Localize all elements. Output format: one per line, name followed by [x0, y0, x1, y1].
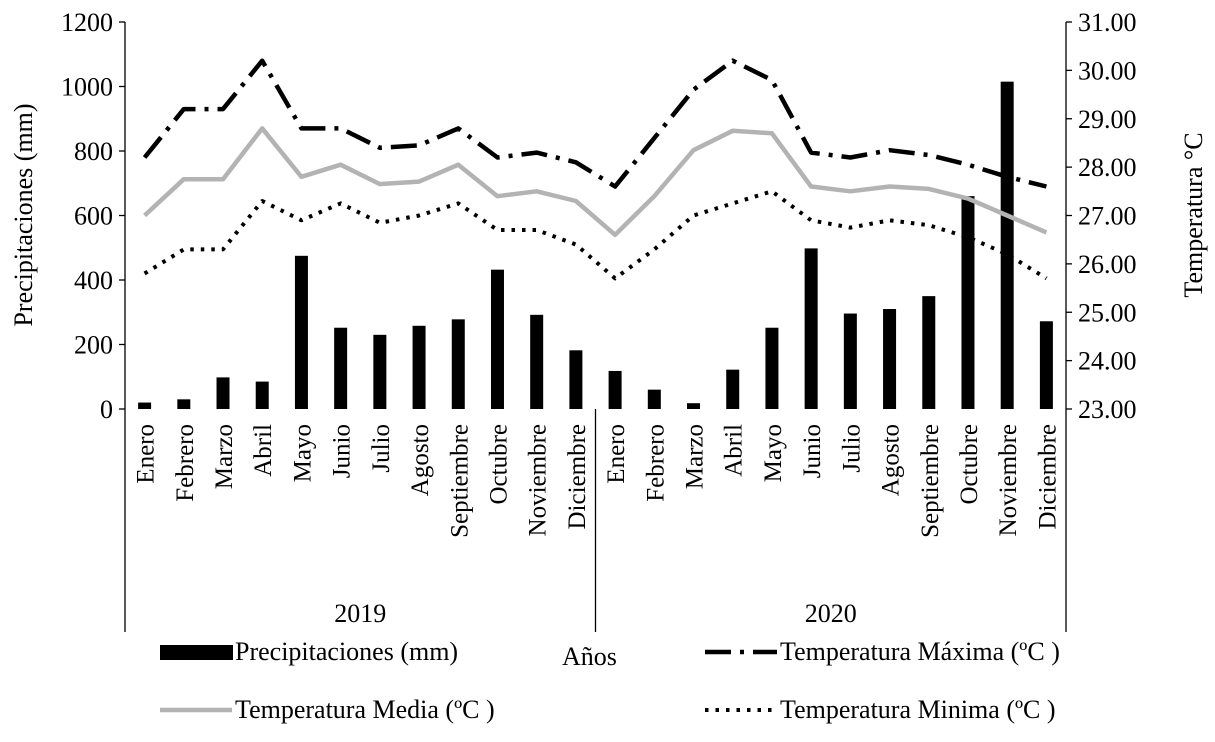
legend: Precipitaciones (mm) Temperatura Máxima (…: [160, 637, 1060, 724]
month-label: Noviembre: [525, 424, 552, 536]
month-label: Octubre: [956, 424, 983, 505]
precipitation-bar: [647, 389, 661, 409]
chart-axes: [119, 21, 1072, 632]
y-left-tick-label: 1000: [61, 73, 113, 102]
temp-min-line: [143, 189, 1048, 281]
legend-label: Precipitaciones (mm): [235, 637, 458, 666]
month-label: Enero: [133, 424, 160, 484]
y-right-tick-label: 27.00: [1078, 202, 1137, 231]
y-axis-right-label: Temperatura °C: [1179, 132, 1208, 297]
year-label: 2020: [805, 599, 857, 628]
temperature-lines: [142, 58, 1048, 281]
temp-mean-line: [143, 126, 1048, 238]
month-label: Marzo: [682, 424, 709, 489]
month-label: Febrero: [172, 424, 199, 502]
month-label: Abril: [721, 424, 748, 477]
y-left-tick-label: 0: [100, 395, 113, 424]
y-left-tick-label: 1200: [61, 8, 113, 37]
month-label: Diciembre: [564, 424, 591, 530]
month-label: Septiembre: [917, 424, 944, 538]
tick-labels: 0 200 400 600 800 1000 1200 23.00 24.00 25.00 26.0…: [61, 8, 1137, 628]
precipitation-bar: [883, 309, 897, 409]
precipitation-bar: [608, 370, 622, 409]
y-left-tick-label: 200: [74, 331, 113, 360]
precipitation-bar: [216, 377, 230, 409]
y-right-tick-label: 25.00: [1078, 298, 1137, 327]
y-left-tick-label: 800: [74, 137, 113, 166]
y-right-tick-label: 30.00: [1078, 56, 1137, 85]
month-label: Febrero: [642, 424, 669, 502]
x-axis-label: Años: [562, 642, 617, 671]
precipitation-bar: [687, 403, 701, 409]
month-label: Junio: [799, 424, 826, 478]
legend-swatch-precipitation: [160, 645, 233, 660]
month-label: Agosto: [407, 424, 434, 496]
y-left-tick-label: 400: [74, 266, 113, 295]
precipitation-bars: [138, 81, 1053, 409]
month-label: Marzo: [211, 424, 238, 489]
y-right-tick-label: 26.00: [1078, 250, 1137, 279]
y-right-tick-label: 31.00: [1078, 8, 1137, 37]
legend-label: Temperatura Máxima (ºC ): [780, 637, 1060, 666]
legend-label: Temperatura Media (ºC ): [235, 695, 495, 724]
precipitation-bar: [412, 325, 426, 409]
precipitation-bar: [373, 334, 387, 409]
month-label: Agosto: [878, 424, 905, 496]
month-label: Julio: [368, 424, 395, 473]
month-label: Mayo: [760, 424, 787, 482]
month-label: Julio: [838, 424, 865, 473]
month-label: Noviembre: [995, 424, 1022, 536]
precipitation-bar: [922, 296, 936, 409]
precipitation-bar: [569, 350, 583, 409]
month-label: Mayo: [289, 424, 316, 482]
month-label: Abril: [250, 424, 277, 477]
month-label: Junio: [329, 424, 356, 478]
precipitation-bar: [765, 327, 779, 409]
precipitation-bar: [1000, 81, 1014, 409]
legend-label: Temperatura Minima (ºC ): [780, 695, 1056, 724]
precipitation-bar: [961, 196, 975, 409]
precipitation-bar: [255, 381, 269, 409]
month-label: Octubre: [486, 424, 513, 505]
precipitation-bar: [530, 314, 544, 409]
precipitation-bar: [138, 402, 152, 409]
year-label: 2019: [334, 599, 386, 628]
precipitation-bar: [451, 319, 465, 409]
y-right-tick-label: 29.00: [1078, 105, 1137, 134]
precipitation-bar: [294, 255, 308, 409]
precipitation-bar: [804, 248, 818, 409]
y-axis-left-label: Precipitaciones (mm): [9, 103, 38, 326]
precipitation-bar: [1039, 321, 1053, 409]
precipitation-bar: [177, 399, 191, 409]
y-right-tick-label: 23.00: [1078, 395, 1137, 424]
month-label: Diciembre: [1034, 424, 1061, 530]
y-right-tick-label: 24.00: [1078, 347, 1137, 376]
y-right-tick-label: 28.00: [1078, 153, 1137, 182]
precipitation-bar: [334, 327, 348, 409]
y-left-tick-label: 600: [74, 202, 113, 231]
precipitation-bar: [726, 369, 740, 409]
month-label: Enero: [603, 424, 630, 484]
month-label: Septiembre: [446, 424, 473, 538]
temp-max-line: [142, 58, 1047, 189]
precipitation-bar: [843, 313, 857, 409]
precipitation-bar: [490, 269, 504, 409]
